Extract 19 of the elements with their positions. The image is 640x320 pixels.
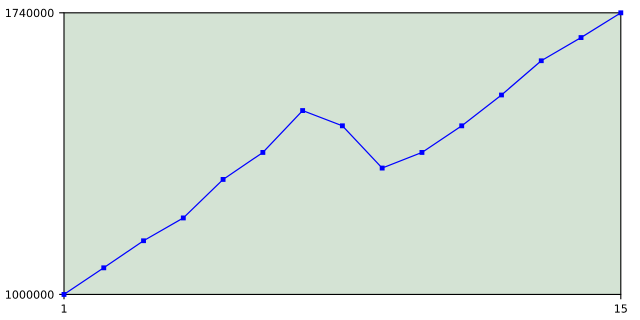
point xyxy=(499,92,504,98)
point xyxy=(300,108,306,114)
point xyxy=(459,123,464,128)
x-tick-label: 15 xyxy=(614,304,627,313)
x-tick-label: 1 xyxy=(62,304,67,313)
point xyxy=(220,177,226,182)
point xyxy=(340,123,345,128)
y-tick-label: 1000000 xyxy=(6,290,54,299)
point xyxy=(420,150,424,155)
point xyxy=(141,238,146,244)
point xyxy=(380,166,385,170)
point xyxy=(260,150,266,155)
point xyxy=(101,265,106,270)
point xyxy=(180,215,186,220)
point xyxy=(538,58,544,64)
y-tick-label: 1740000 xyxy=(6,8,54,18)
point xyxy=(618,10,624,16)
point xyxy=(578,35,584,40)
point xyxy=(62,292,66,297)
